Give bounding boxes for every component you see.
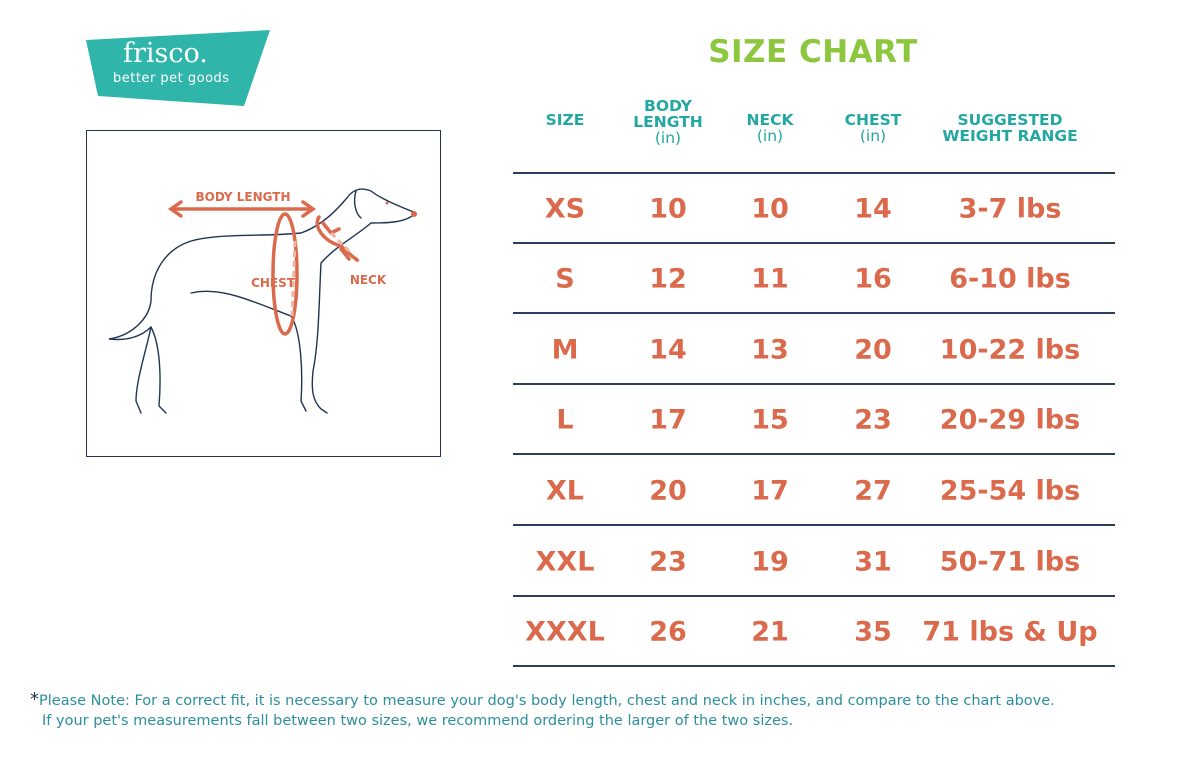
value-cell: 31 [854, 546, 892, 577]
value-cell: 10-22 lbs [939, 334, 1081, 365]
size-cell: S [555, 263, 575, 295]
column-unit: (in) [654, 129, 682, 147]
value-cell: 12 [649, 263, 687, 295]
logo-wordmark: frisco. [123, 38, 208, 69]
body-length-label: BODY LENGTH [195, 190, 290, 204]
value-cell: 19 [751, 546, 789, 577]
value-cell: 35 [854, 616, 892, 648]
column-unit: (in) [859, 127, 887, 145]
column-header: SUGGESTED WEIGHT RANGE [935, 112, 1085, 144]
row-divider [513, 172, 1115, 174]
note-asterisk: * [30, 689, 39, 710]
dog-measurement-diagram: BODY LENGTH CHEST NECK [86, 130, 441, 457]
row-divider [513, 524, 1115, 526]
value-cell: 11 [751, 263, 789, 295]
value-cell: 15 [751, 404, 789, 436]
frisco-logo [86, 30, 270, 106]
dog-illustration: BODY LENGTH CHEST NECK [108, 188, 417, 414]
size-cell: XXXL [525, 616, 605, 648]
row-divider [513, 312, 1115, 314]
logo-tagline: better pet goods [113, 71, 230, 86]
value-cell: 10 [751, 193, 789, 225]
column-header-label: NECK [746, 111, 794, 129]
neck-label: NECK [350, 273, 387, 287]
chest-label: CHEST [251, 276, 296, 290]
size-cell: XL [545, 475, 585, 506]
value-cell: 26 [649, 616, 687, 648]
row-divider [513, 595, 1115, 597]
value-cell: 20 [854, 334, 892, 365]
column-header-label: SUGGESTED WEIGHT RANGE [942, 111, 1078, 145]
column-header: BODY LENGTH (in) [628, 98, 708, 146]
value-cell: 10 [649, 193, 687, 225]
value-cell: 14 [649, 334, 687, 365]
row-divider [513, 665, 1115, 667]
note-line-1: Please Note: For a correct fit, it is ne… [39, 693, 1055, 709]
note-line-2: If your pet's measurements fall between … [42, 713, 794, 729]
column-header-label: SIZE [545, 111, 585, 129]
column-header-label: CHEST [844, 111, 902, 129]
row-divider [513, 242, 1115, 244]
size-cell: XXL [535, 546, 595, 577]
value-cell: 13 [751, 334, 789, 365]
size-cell: XS [544, 193, 586, 225]
column-header: NECK (in) [747, 112, 794, 144]
value-cell: 14 [854, 193, 892, 225]
value-cell: 23 [854, 404, 892, 436]
row-divider [513, 383, 1115, 385]
value-cell: 3-7 lbs [958, 193, 1062, 225]
value-cell: 21 [751, 616, 789, 648]
column-header: SIZE [546, 112, 585, 128]
column-header-label: BODY LENGTH [633, 97, 703, 131]
value-cell: 23 [649, 546, 687, 577]
row-divider [513, 453, 1115, 455]
value-cell: 71 lbs & Up [922, 616, 1098, 648]
value-cell: 20 [649, 475, 687, 506]
value-cell: 6-10 lbs [949, 263, 1071, 295]
value-cell: 16 [854, 263, 892, 295]
value-cell: 27 [854, 475, 892, 506]
value-cell: 17 [751, 475, 789, 506]
size-cell: L [556, 404, 574, 436]
value-cell: 50-71 lbs [939, 546, 1081, 577]
chart-title: SIZE CHART [708, 34, 918, 70]
column-header: CHEST (in) [845, 112, 902, 144]
size-cell: M [551, 334, 579, 365]
fit-note: *Please Note: For a correct fit, it is n… [30, 690, 1055, 731]
value-cell: 25-54 lbs [939, 475, 1081, 506]
column-unit: (in) [756, 127, 784, 145]
value-cell: 20-29 lbs [939, 404, 1081, 436]
value-cell: 17 [649, 404, 687, 436]
